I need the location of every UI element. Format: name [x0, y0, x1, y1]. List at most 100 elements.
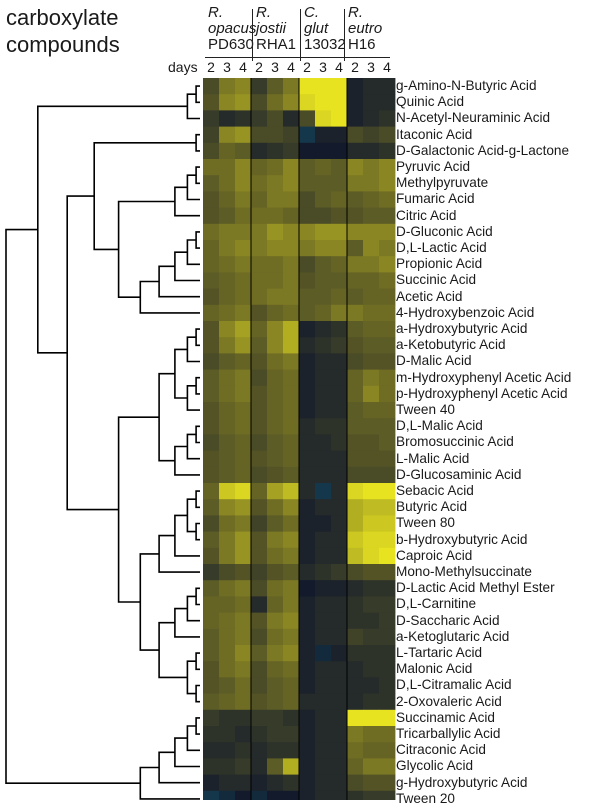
heatmap-cell: [251, 466, 268, 484]
heatmap-cell: [283, 175, 300, 192]
heatmap-cell: [299, 337, 316, 354]
heatmap-cell: [219, 126, 236, 144]
heatmap-cell: [235, 353, 252, 370]
heatmap-cell: [219, 742, 236, 759]
heatmap-cell: [283, 709, 300, 727]
heatmap-cell: [299, 353, 316, 370]
heatmap-cell: [363, 175, 380, 192]
heatmap-cell: [363, 353, 380, 370]
heatmap-cell: [219, 693, 236, 711]
heatmap-cell: [283, 774, 300, 792]
heatmap-cell: [315, 126, 332, 144]
heatmap-cell: [235, 693, 252, 711]
organism-genus: R.: [348, 4, 363, 21]
heatmap-cell: [251, 369, 268, 387]
heatmap-cell: [315, 223, 332, 241]
row-label: Succinamic Acid: [396, 709, 495, 725]
heatmap-cell: [203, 223, 220, 241]
heatmap-cell: [235, 402, 252, 419]
heatmap-cell: [251, 596, 268, 613]
heatmap-cell: [347, 94, 364, 111]
heatmap-cell: [267, 693, 284, 711]
heatmap-cell: [347, 758, 364, 775]
heatmap-cell: [283, 142, 300, 160]
heatmap-cell: [315, 596, 332, 613]
heatmap-cell: [251, 661, 268, 678]
organism-underline: [205, 57, 390, 58]
heatmap-cell: [347, 402, 364, 419]
heatmap-cell: [267, 742, 284, 759]
heatmap-cell: [299, 628, 316, 646]
heatmap-cell: [363, 369, 380, 387]
heatmap-cell: [251, 677, 268, 694]
heatmap-cell: [235, 547, 252, 565]
heatmap-cell: [235, 223, 252, 241]
heatmap-cell: [379, 207, 396, 225]
heatmap-cell: [219, 580, 236, 597]
heatmap-cell: [379, 418, 396, 435]
heatmap-cell: [203, 288, 220, 306]
heatmap-cell: [283, 207, 300, 225]
heatmap-cell: [267, 596, 284, 613]
heatmap-cell: [283, 402, 300, 419]
heatmap-cell: [267, 337, 284, 354]
heatmap-cell: [235, 774, 252, 792]
heatmap-cell: [299, 483, 316, 500]
heatmap-cell: [299, 159, 316, 176]
row-label: D,L-Lactic Acid: [396, 240, 487, 255]
heatmap-cell: [315, 288, 332, 306]
heatmap-cell: [203, 126, 220, 144]
heatmap-cell: [299, 661, 316, 678]
heatmap-cell: [363, 693, 380, 711]
organism-separator: [252, 9, 253, 61]
organism-genus: C.: [304, 4, 319, 21]
heatmap-cell: [219, 256, 236, 273]
heatmap-cell: [347, 288, 364, 306]
heatmap-cell: [379, 434, 396, 451]
heatmap-cell: [283, 693, 300, 711]
row-label: D-Galactonic Acid-g-Lactone: [396, 142, 570, 158]
heatmap-cell: [347, 515, 364, 532]
row-label: D-Glucosaminic Acid: [396, 466, 522, 482]
heatmap-cell: [219, 175, 236, 192]
heatmap-cell: [267, 580, 284, 597]
heatmap-cell: [363, 466, 380, 484]
heatmap-cell: [315, 693, 332, 711]
heatmap-cell: [251, 385, 268, 403]
heatmap-cell: [347, 256, 364, 273]
heatmap-cell: [283, 385, 300, 403]
heatmap-cell: [379, 564, 396, 581]
heatmap-cell: [283, 240, 300, 257]
heatmap-cell: [251, 94, 268, 111]
heatmap-cell: [235, 677, 252, 694]
heatmap-cell: [299, 142, 316, 160]
row-label: 4-Hydroxybenzoic Acid: [396, 304, 535, 320]
heatmap-cell: [363, 483, 380, 500]
heatmap-cell: [203, 790, 220, 800]
row-label: p-Hydroxyphenyl Acetic Acid: [396, 385, 568, 401]
heatmap-cell: [267, 256, 284, 273]
heatmap-cell: [379, 321, 396, 338]
heatmap-cell: [283, 321, 300, 338]
heatmap-cell: [283, 159, 300, 176]
row-label: Propionic Acid: [396, 256, 483, 272]
row-label: Tricarballylic Acid: [396, 726, 501, 741]
heatmap-cell: [267, 661, 284, 678]
heatmap-cell: [363, 580, 380, 597]
heatmap-cell: [235, 580, 252, 597]
heatmap-cell: [283, 515, 300, 532]
heatmap-cell: [235, 110, 252, 127]
organism-species: eutro: [348, 20, 383, 37]
heatmap-cell: [219, 450, 236, 468]
heatmap-cell: [251, 790, 268, 800]
heatmap-cell: [363, 223, 380, 241]
organism-separator: [344, 9, 345, 61]
heatmap-cell: [379, 483, 396, 500]
heatmap-cell: [267, 78, 284, 95]
heatmap-cell: [331, 742, 348, 759]
heatmap-cell: [363, 142, 380, 160]
heatmap-cell: [251, 693, 268, 711]
heatmap-cell: [251, 547, 268, 565]
heatmap-cell: [363, 434, 380, 451]
heatmap-cell: [235, 450, 252, 468]
